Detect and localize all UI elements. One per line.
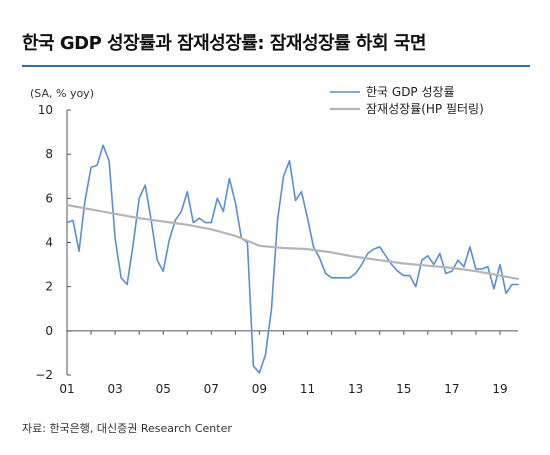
x-tick-label: 01 [59, 382, 74, 396]
x-tick-label: 17 [444, 382, 459, 396]
x-tick-label: 11 [300, 382, 315, 396]
y-tick-label: 6 [45, 191, 53, 205]
series-line-gdp-growth [66, 144, 519, 374]
legend-label: 잠재성장률(HP 필터링) [366, 102, 484, 116]
legend-label: 한국 GDP 성장률 [366, 85, 455, 99]
x-tick-label: 07 [204, 382, 219, 396]
title-divider [22, 65, 530, 67]
source-note: 자료: 한국은행, 대신증권 Research Center [22, 422, 232, 435]
y-tick-label: 8 [45, 147, 53, 161]
y-tick-label: 0 [45, 324, 53, 338]
y-tick-label: −2 [35, 368, 53, 382]
unit-label: (SA, % yoy) [30, 87, 94, 100]
series-line-potential-growth [65, 203, 520, 280]
x-tick-label: 09 [252, 382, 267, 396]
x-tick-label: 13 [348, 382, 363, 396]
chart-title: 한국 GDP 성장률과 잠재성장률: 잠재성장률 하회 국면 [22, 33, 426, 54]
x-tick-label: 19 [492, 382, 507, 396]
x-tick-label: 05 [156, 382, 171, 396]
chart-series [65, 144, 520, 374]
y-tick-label: 10 [38, 103, 53, 117]
y-tick-label: 2 [45, 280, 53, 294]
chart-axes: (SA, % yoy) 10 8 6 4 2 0 −2 01 03 05 07 09 11 13 15 17 19 [30, 87, 518, 396]
x-tick-label: 03 [107, 382, 122, 396]
y-tick-label: 4 [45, 236, 53, 250]
x-tick-label: 15 [396, 382, 411, 396]
